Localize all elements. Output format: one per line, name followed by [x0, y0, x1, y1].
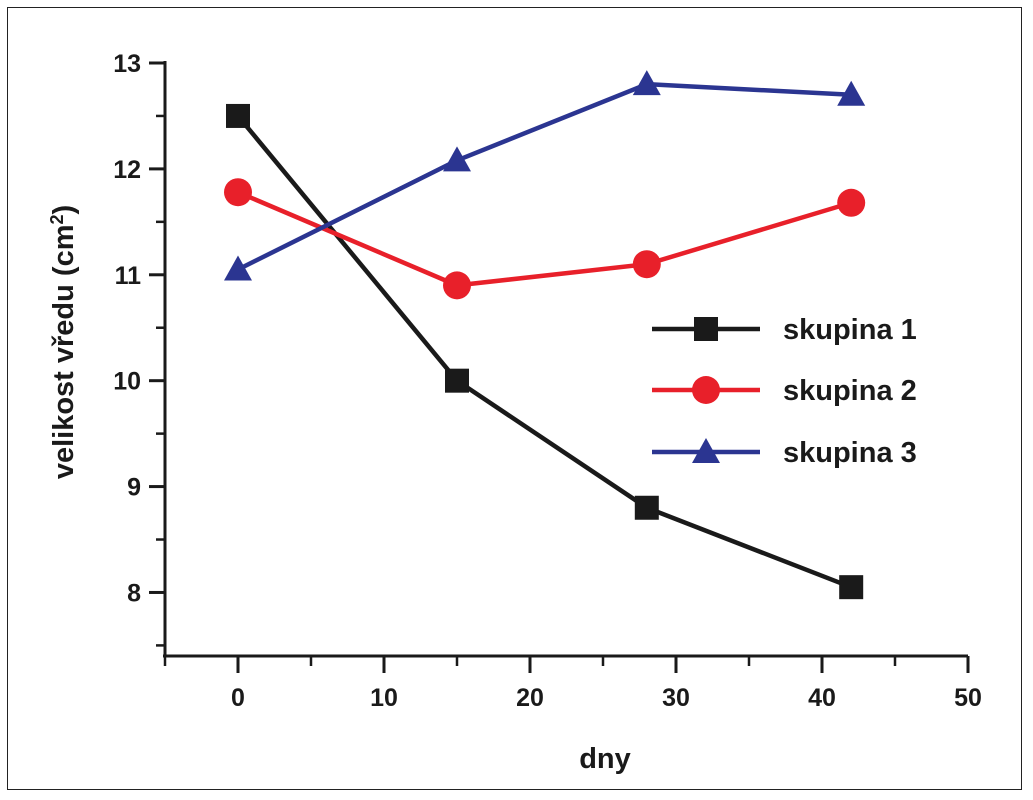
series-1-point: [634, 495, 659, 520]
series-2-line: [237, 190, 852, 288]
series-1-point: [226, 103, 250, 128]
legend-label-2: skupina 2: [783, 375, 917, 407]
legend-label-1: skupina 1: [783, 314, 917, 346]
ticks: 8 9 10 11 12 13 0 10 20 30 40 50: [113, 50, 982, 712]
axes: [163, 61, 968, 658]
series-layer: [224, 70, 866, 600]
legend: skupina 1 skupina 2 skupina 3: [652, 314, 917, 469]
series-1-point: [839, 575, 864, 600]
y-axis-label-close: ): [48, 205, 80, 215]
series-2-point: [443, 271, 471, 300]
y-axis-label-main: velikost vředu (cm: [48, 225, 80, 480]
series-2-point: [837, 188, 866, 217]
y-tick-label: 8: [127, 579, 141, 607]
legend-marker-1: [694, 317, 718, 341]
series-1-line: [236, 114, 853, 590]
x-axis-label: dny: [579, 743, 631, 775]
series-3-point: [443, 146, 471, 172]
series-3-point: [224, 255, 252, 281]
y-tick-label: 9: [127, 474, 141, 502]
x-tick-label: 40: [808, 684, 836, 712]
y-tick-label: 12: [113, 156, 141, 184]
y-tick-label: 13: [113, 50, 141, 78]
y-axis-label: velikost vředu (cm2): [47, 205, 80, 479]
series-1-point: [445, 368, 469, 393]
series-3-point: [837, 80, 866, 106]
y-tick-label: 11: [115, 262, 142, 290]
x-tick-label: 30: [662, 684, 690, 712]
x-tick-label: 50: [954, 684, 982, 712]
legend-marker-2: [692, 376, 720, 404]
legend-marker-3: [692, 438, 720, 463]
series-3-point: [632, 70, 661, 96]
y-tick-label: 10: [113, 368, 141, 396]
x-tick-label: 10: [370, 684, 398, 712]
x-tick-label: 20: [516, 684, 544, 712]
x-tick-label: 0: [231, 684, 245, 712]
series-3-line: [236, 81, 852, 272]
series-2-point: [224, 178, 252, 207]
series-2-point: [632, 250, 661, 279]
y-axis-label-superscript: 2: [47, 215, 67, 225]
legend-label-3: skupina 3: [783, 437, 917, 469]
